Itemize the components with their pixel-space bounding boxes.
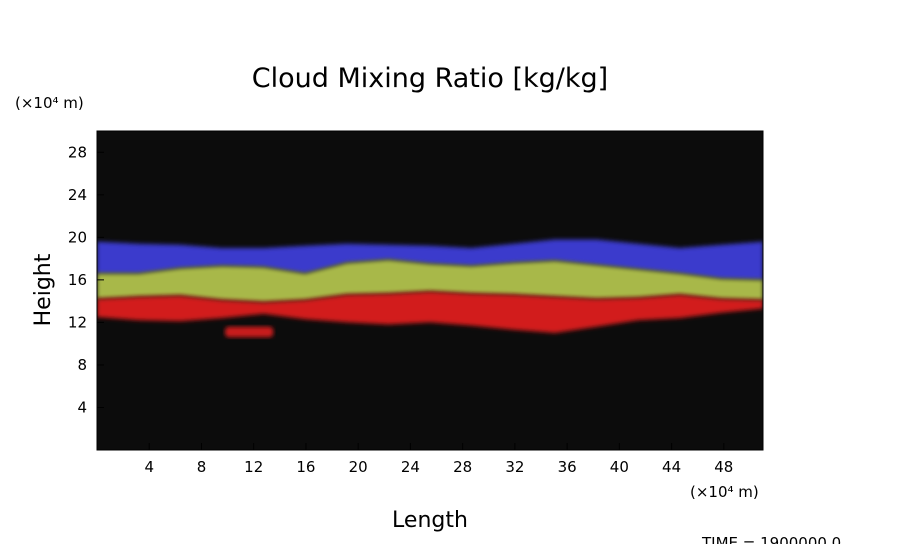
- x-tick-label-24: 24: [401, 458, 420, 476]
- y-axis-ticks: 4 8 12 16 20 24 28: [68, 143, 104, 416]
- y-tick-label-28: 28: [68, 143, 87, 161]
- cloud-patch-red-0: [224, 326, 274, 338]
- x-tick-label-40: 40: [610, 458, 629, 476]
- cloud-field: [97, 239, 763, 338]
- x-tick-label-32: 32: [505, 458, 524, 476]
- y-tick-label-24: 24: [68, 186, 87, 204]
- cloud-layer-yellow: [97, 259, 763, 303]
- x-tick-label-16: 16: [296, 458, 315, 476]
- x-tick-label-48: 48: [714, 458, 733, 476]
- y-axis-label: Height: [31, 253, 56, 326]
- time-label: TIME = 1900000.0: [701, 534, 841, 544]
- x-tick-label-36: 36: [558, 458, 577, 476]
- x-tick-label-4: 4: [144, 458, 154, 476]
- y-axis-unit: (×10⁴ m): [15, 94, 84, 112]
- chart-title: Cloud Mixing Ratio [kg/kg]: [252, 63, 608, 94]
- y-tick-label-20: 20: [68, 228, 87, 246]
- x-axis-label: Length: [392, 508, 468, 533]
- x-tick-label-12: 12: [244, 458, 263, 476]
- x-tick-label-20: 20: [349, 458, 368, 476]
- x-tick-label-28: 28: [453, 458, 472, 476]
- x-axis-unit: (×10⁴ m): [690, 483, 759, 501]
- x-axis-ticks: 4 8 12 16 20 24 28 32 36 40 44 48: [144, 443, 733, 476]
- cloud-layer-red: [97, 291, 763, 333]
- cloud-layer-blue: [97, 239, 763, 280]
- plot-frame: [96, 130, 764, 451]
- y-tick-label-4: 4: [77, 398, 87, 416]
- x-tick-label-8: 8: [197, 458, 207, 476]
- y-tick-label-8: 8: [77, 356, 87, 374]
- x-tick-label-44: 44: [662, 458, 681, 476]
- y-tick-label-16: 16: [68, 271, 87, 289]
- y-tick-label-12: 12: [68, 313, 87, 331]
